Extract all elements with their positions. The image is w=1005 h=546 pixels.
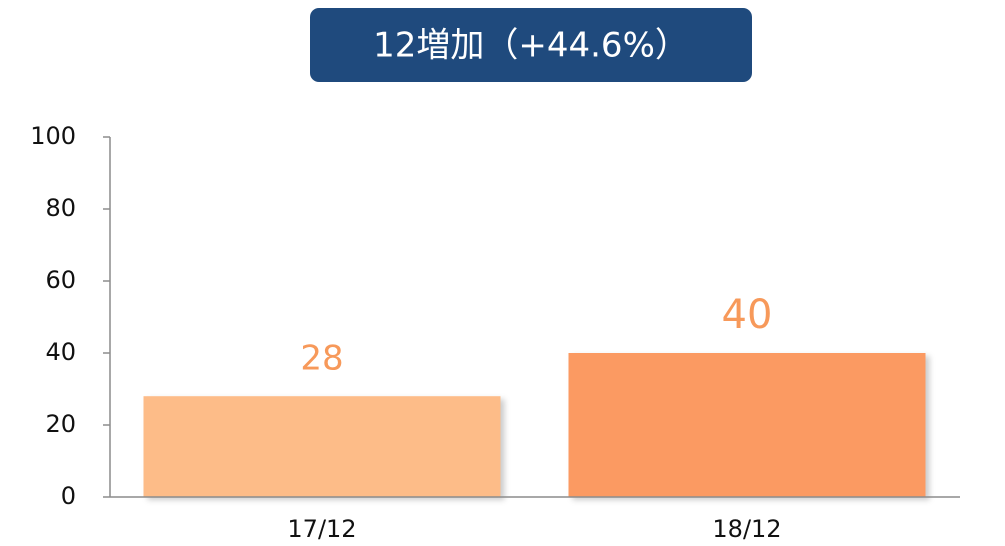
title-banner	[310, 8, 752, 82]
x-tick-label: 18/12	[712, 515, 781, 543]
y-tick-label: 0	[61, 482, 76, 510]
y-tick-label: 20	[45, 410, 76, 438]
x-tick-label: 17/12	[287, 515, 356, 543]
y-tick-label: 80	[45, 194, 76, 222]
chart-title: 12増加（+44.6%）	[373, 26, 689, 66]
bar	[143, 396, 501, 497]
data-label: 28	[300, 339, 343, 379]
bar	[568, 353, 926, 497]
data-label: 40	[722, 292, 773, 338]
y-tick-label: 60	[45, 266, 76, 294]
y-tick-label: 100	[30, 122, 76, 150]
y-tick-label: 40	[45, 338, 76, 366]
